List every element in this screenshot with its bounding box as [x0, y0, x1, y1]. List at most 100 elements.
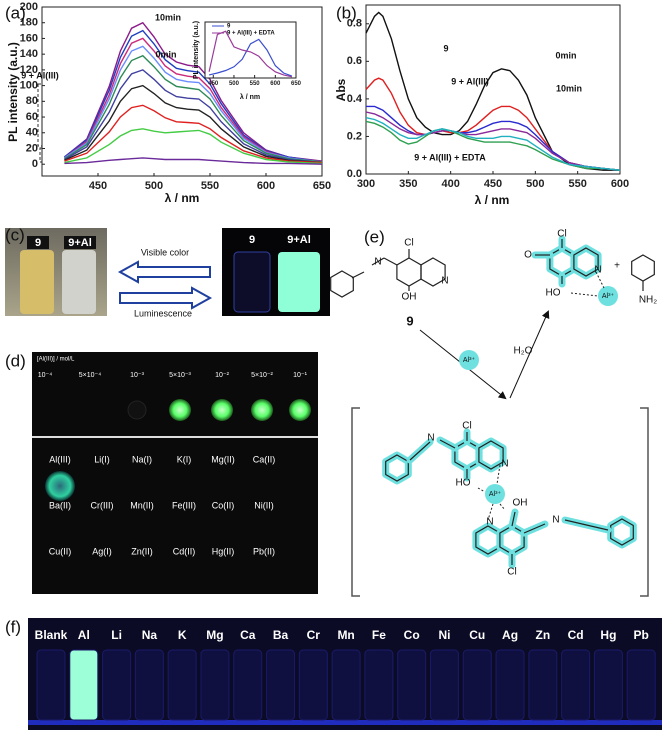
series-line — [365, 111, 621, 171]
series-line — [64, 157, 323, 165]
vial-label: 9+Al — [287, 234, 311, 246]
spot — [289, 399, 311, 421]
arrow-label: Luminescence — [134, 308, 192, 318]
x-tick-label: 500 — [145, 180, 163, 192]
y-tick-label: 140 — [20, 48, 38, 60]
y-tick-label: 0.2 — [347, 130, 362, 142]
atom-label: Al³⁺ — [489, 491, 502, 498]
vial — [298, 649, 328, 721]
atom-label: N — [552, 515, 559, 526]
coordination — [477, 487, 486, 493]
annotation: 9 + Al(III) + EDTA — [414, 152, 486, 162]
bond — [511, 511, 516, 527]
vial — [134, 649, 164, 721]
panel-label: (d) — [5, 351, 26, 370]
annotation: 10min — [556, 83, 582, 93]
ring — [573, 247, 599, 277]
vial — [20, 250, 54, 314]
y-tick-label: 0.6 — [347, 55, 362, 67]
ion-label: Li(I) — [94, 454, 110, 464]
concentration-label: 10⁻¹ — [293, 372, 307, 379]
ion-label: Ni(II) — [254, 500, 274, 510]
ring — [631, 254, 655, 282]
ion-bubble — [485, 484, 505, 504]
sample-label: Hg — [600, 628, 616, 642]
panel-label: (c) — [5, 225, 25, 244]
ion-label: Zn(II) — [131, 546, 153, 556]
atom-label: Cl — [507, 567, 516, 578]
coordination — [487, 503, 494, 521]
bracket — [351, 407, 649, 597]
atom-label: O — [524, 250, 532, 261]
x-tick-label: 600 — [270, 81, 281, 87]
y-tick-label: 0.4 — [347, 93, 363, 105]
coordination — [570, 292, 599, 297]
concentration-label: 5×10⁻³ — [169, 372, 191, 379]
ion-label: K(I) — [177, 454, 192, 464]
annotation: 9 + Al(III) — [451, 76, 488, 86]
plot-frame — [365, 4, 621, 175]
sample-label: Blank — [35, 628, 68, 642]
sample-label: Cu — [469, 628, 485, 642]
arrow-right — [119, 286, 213, 310]
spot — [169, 399, 191, 421]
y-tick-label: 0.8 — [347, 18, 362, 30]
vial — [495, 649, 525, 721]
arrow-left — [117, 260, 211, 284]
vial — [266, 649, 296, 721]
atom-label: N — [374, 257, 381, 268]
y-tick-label: 160 — [20, 32, 38, 44]
ion-bubble — [598, 286, 618, 306]
x-tick-label: 300 — [357, 178, 375, 190]
x-axis-label: λ / nm — [240, 93, 260, 101]
bond — [351, 271, 365, 279]
glow-line — [28, 720, 662, 725]
y-tick-label: 120 — [20, 64, 38, 76]
atom-label: + — [614, 261, 620, 272]
atom-label: Cl — [404, 238, 413, 249]
annotation: 9 — [443, 43, 448, 53]
tag — [27, 236, 49, 249]
ion-label: Co(II) — [212, 500, 235, 510]
concentration-label: 5×10⁻⁴ — [79, 372, 101, 379]
y-tick-label: 0.0 — [347, 168, 362, 180]
y-tick-label: 60 — [26, 111, 38, 123]
atom-label: H₂O — [514, 346, 533, 357]
atom-label: OH — [513, 498, 528, 509]
series-line — [64, 54, 323, 163]
ion-label: Cd(II) — [173, 546, 196, 556]
ion-label: Mg(II) — [211, 454, 235, 464]
annotation: 0min — [555, 50, 576, 60]
x-tick-label: 550 — [250, 81, 261, 87]
concentration-label: 10⁻² — [215, 372, 229, 379]
concentration-label: 10⁻³ — [130, 372, 144, 379]
ion-label: Pb(II) — [253, 546, 275, 556]
vial — [36, 649, 66, 721]
series-line — [208, 38, 293, 77]
bond — [439, 439, 456, 449]
ion-label: Ag(I) — [92, 546, 112, 556]
structures — [330, 235, 655, 569]
y-tick-label: 0 — [32, 158, 38, 170]
vial — [397, 649, 427, 721]
sample-label: Li — [111, 628, 122, 642]
panel-label: (f) — [5, 617, 21, 636]
y-axis-label: PL intensity (a.u.) — [6, 42, 20, 142]
spot — [251, 399, 273, 421]
atom-label: 9 — [406, 313, 413, 328]
coordination — [496, 464, 501, 485]
series-line — [365, 117, 621, 171]
atom-label: NH₂ — [639, 295, 657, 306]
vial — [331, 649, 361, 721]
sample-label: Co — [404, 628, 420, 642]
concentration-label: 5×10⁻² — [251, 372, 273, 379]
legend-label: 9 + Al(III) + EDTA — [227, 31, 275, 37]
vial — [429, 649, 459, 721]
ion-label: Ba(II) — [49, 500, 71, 510]
x-tick-label: 350 — [399, 178, 417, 190]
sample-label: Al — [78, 628, 90, 642]
x-tick-label: 450 — [89, 180, 107, 192]
sample-label: Pb — [634, 628, 649, 642]
x-tick-label: 550 — [568, 178, 586, 190]
